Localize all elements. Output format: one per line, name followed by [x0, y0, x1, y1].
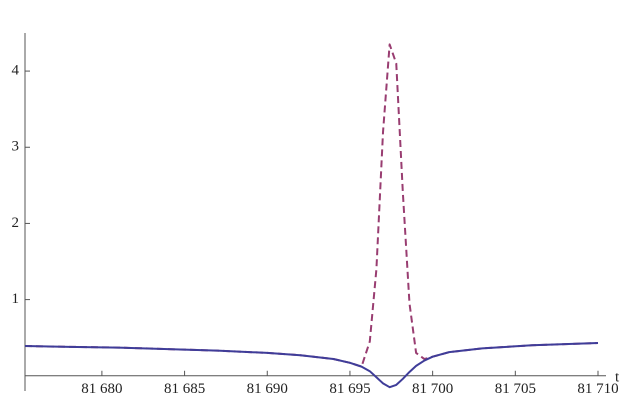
x-tick-label: 81 695 — [329, 381, 370, 397]
y-tick-label: 1 — [12, 291, 20, 307]
x-tick-label: 81 710 — [577, 381, 618, 397]
x-tick-label: 81 690 — [247, 381, 288, 397]
x-tick-label: 81 705 — [495, 381, 536, 397]
series-line — [24, 342, 599, 389]
y-tick-label: 2 — [12, 215, 20, 231]
y-tick-label: 3 — [12, 139, 20, 155]
x-tick-label: 81 685 — [164, 381, 205, 397]
x-axis-label: t — [615, 369, 620, 385]
y-tick-label: 4 — [12, 63, 20, 79]
x-tick-label: 81 680 — [81, 381, 122, 397]
series-line — [24, 43, 599, 368]
x-tick-label: 81 700 — [412, 381, 453, 397]
